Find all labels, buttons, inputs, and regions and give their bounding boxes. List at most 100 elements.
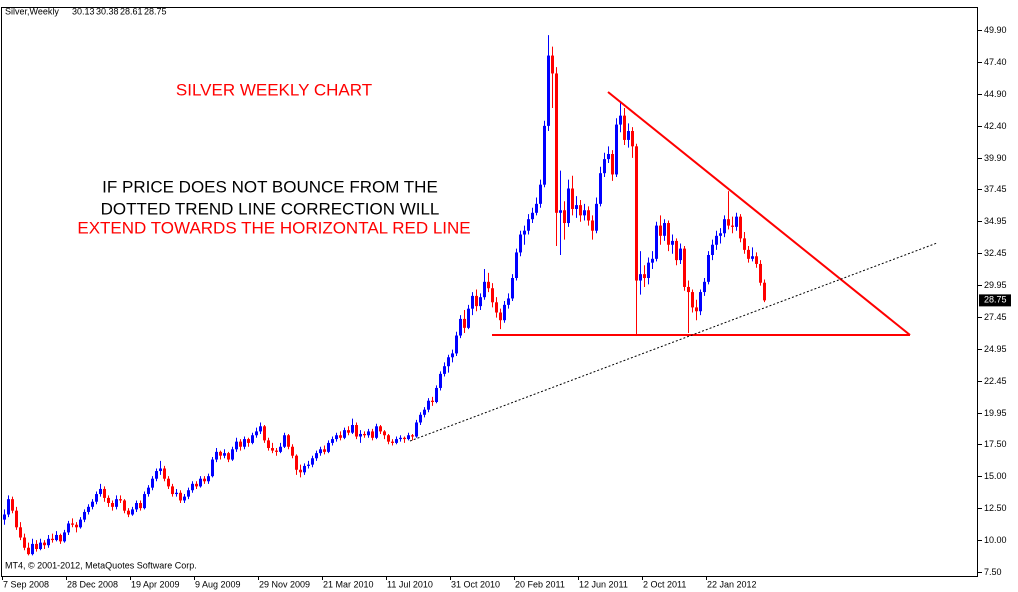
candle-body	[175, 492, 178, 495]
candle-body	[435, 387, 438, 403]
candle-body	[587, 210, 590, 221]
candle-body	[35, 543, 38, 550]
candle-body	[627, 130, 630, 140]
candle-body	[707, 254, 710, 282]
candle-body	[335, 435, 338, 440]
candle-body	[687, 286, 690, 293]
candle-body	[639, 274, 642, 281]
candle-body	[551, 55, 554, 74]
candle-body	[663, 223, 666, 236]
candle-body	[235, 441, 238, 450]
candle-body	[103, 488, 106, 498]
candle-body	[267, 440, 270, 449]
copyright: MT4, © 2001-2012, MetaQuotes Software Co…	[5, 560, 197, 570]
candle-body	[3, 514, 6, 520]
candle-body	[471, 295, 474, 309]
candle-body	[619, 115, 622, 125]
candle-body	[223, 453, 226, 456]
candle-body	[615, 124, 618, 175]
candle-body	[631, 130, 634, 147]
candle-body	[703, 281, 706, 293]
candle-body	[279, 446, 282, 452]
candle-body	[111, 503, 114, 507]
candle-body	[339, 435, 342, 438]
candle-body	[735, 216, 738, 227]
candle-body	[667, 223, 670, 245]
candle-body	[63, 532, 66, 542]
candle-body	[387, 435, 390, 442]
candle-body	[683, 248, 686, 287]
candle-body	[543, 125, 546, 185]
candle-body	[79, 519, 82, 528]
candle-body	[531, 212, 534, 220]
x-tick-label: 22 Jan 2012	[707, 579, 757, 589]
candle-body	[511, 278, 514, 299]
candle-body	[167, 478, 170, 487]
candle-body	[191, 483, 194, 491]
candle-body	[539, 184, 542, 204]
candle-body	[443, 366, 446, 374]
candle-body	[243, 439, 246, 447]
y-tick-label: 12.50	[984, 503, 1007, 513]
candle-body	[315, 453, 318, 459]
y-tick-label: 37.45	[984, 184, 1007, 194]
candle-body	[87, 506, 90, 512]
candle-body	[91, 501, 94, 507]
candle-body	[203, 478, 206, 482]
candle-body	[751, 256, 754, 259]
candle-body	[447, 357, 450, 367]
candle-body	[575, 205, 578, 209]
candle-body	[635, 146, 638, 281]
candle-body	[411, 435, 414, 437]
candle-body	[611, 153, 614, 175]
candle-body	[127, 510, 130, 515]
candle-body	[559, 210, 562, 213]
x-tick-label: 28 Dec 2008	[67, 579, 118, 589]
candle-body	[523, 230, 526, 235]
candle-body	[691, 292, 694, 308]
candle-body	[47, 538, 50, 546]
candle-body	[275, 450, 278, 452]
candle-body	[475, 295, 478, 307]
annotation: SILVER WEEKLY CHART	[176, 80, 372, 99]
x-tick-label: 9 Aug 2009	[195, 579, 241, 589]
candle-body	[483, 281, 486, 298]
candle-body	[415, 422, 418, 437]
candle-body	[491, 288, 494, 303]
candle-body	[359, 433, 362, 437]
candle-body	[755, 256, 758, 264]
x-tick-label: 19 Apr 2009	[131, 579, 180, 589]
candle-body	[131, 509, 134, 515]
candle-body	[459, 318, 462, 336]
candle-body	[231, 449, 234, 460]
candle-body	[671, 240, 674, 245]
candle-body	[247, 439, 250, 443]
candle-body	[567, 188, 570, 224]
candle-body	[651, 258, 654, 263]
candle-body	[407, 435, 410, 440]
candle-body	[647, 262, 650, 279]
open: 30.13	[72, 6, 95, 16]
candle-body	[163, 468, 166, 479]
candle-body	[307, 464, 310, 466]
candle-body	[479, 297, 482, 307]
candle-body	[603, 159, 606, 174]
candle-body	[291, 446, 294, 456]
candle-body	[67, 523, 70, 533]
candle-body	[623, 115, 626, 140]
candle-body	[503, 304, 506, 321]
y-tick-label: 15.00	[984, 471, 1007, 481]
y-tick-label: 17.50	[984, 439, 1007, 449]
candle-body	[455, 335, 458, 354]
candle-body	[679, 248, 682, 261]
candle-body	[219, 451, 222, 456]
candle-body	[39, 542, 42, 550]
candle-body	[367, 431, 370, 436]
candle-body	[375, 426, 378, 438]
candle-body	[107, 497, 110, 504]
candle-body	[363, 433, 366, 436]
candle-body	[27, 547, 30, 555]
candle-body	[555, 73, 558, 213]
candle-body	[119, 499, 122, 501]
